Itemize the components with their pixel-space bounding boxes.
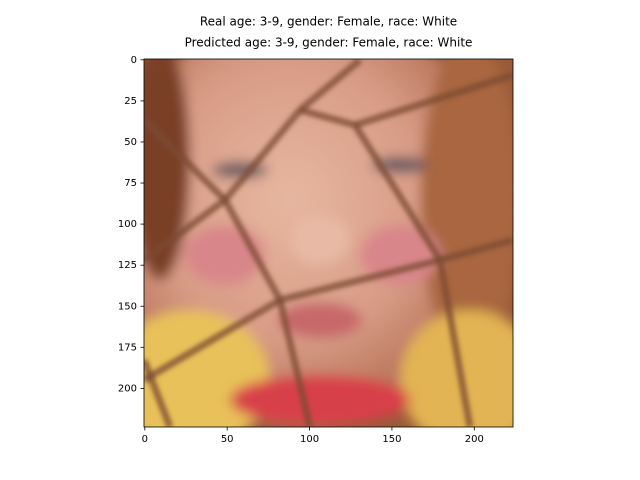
y-tick-label: 0 [131,55,137,66]
x-tick-label: 0 [142,434,148,445]
y-tick-label: 125 [118,260,137,271]
y-tick-label: 200 [118,383,137,394]
y-tick-label: 75 [124,178,137,189]
y-tick-label: 50 [124,137,137,148]
y-tick-label: 175 [118,342,137,353]
y-tick-label: 25 [124,96,137,107]
y-tick-label: 150 [118,301,137,312]
title-line: Real age: 3-9, gender: Female, race: Whi… [200,15,457,29]
x-tick-label: 200 [465,434,484,445]
x-tick-label: 50 [221,434,234,445]
title-line: Predicted age: 3-9, gender: Female, race… [185,36,473,50]
x-tick-label: 100 [300,434,319,445]
x-tick-label: 150 [382,434,401,445]
y-tick-label: 100 [118,219,137,230]
image [144,59,513,427]
axes-frame [143,58,514,428]
